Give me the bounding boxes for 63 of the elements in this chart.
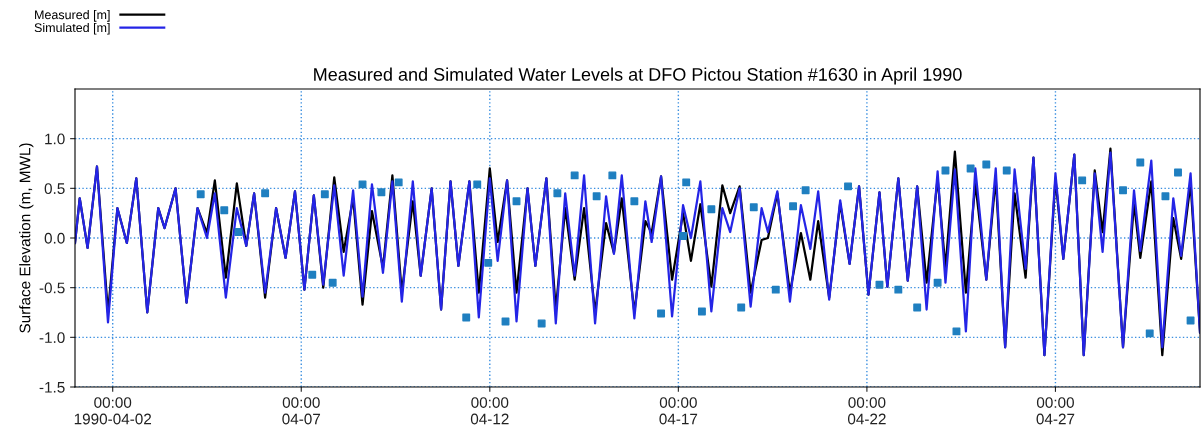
point <box>844 182 852 191</box>
y-tick-label: -1.0 <box>39 332 65 344</box>
x-tick-label: 00:00 04-17 <box>659 397 698 425</box>
x-tick-label: 00:00 04-27 <box>1036 397 1075 425</box>
point <box>679 232 688 240</box>
point <box>308 270 317 279</box>
point <box>592 192 601 201</box>
y-tick-label: 1.0 <box>45 133 65 145</box>
point <box>1078 176 1087 185</box>
point <box>196 190 205 199</box>
point <box>1161 192 1170 201</box>
point <box>328 278 337 287</box>
point <box>512 197 521 206</box>
point <box>789 202 798 211</box>
point <box>537 319 546 328</box>
legend-label: Measured [m] <box>35 10 110 22</box>
y-tick-label: 0.0 <box>44 232 65 244</box>
point <box>358 180 367 189</box>
point <box>982 160 991 169</box>
point <box>630 197 639 206</box>
point <box>933 278 942 287</box>
point <box>894 285 903 294</box>
y-axis-title: Surface Elevation (m, MWL) <box>19 143 34 333</box>
y-tick-label: -1.5 <box>39 382 65 393</box>
point <box>1136 158 1145 167</box>
point <box>320 190 329 199</box>
point <box>657 309 666 318</box>
point <box>608 171 617 180</box>
point <box>737 303 746 312</box>
x-tick-label: 00:00 1990-04-02 <box>74 397 152 425</box>
y-tick-label: 0.5 <box>44 183 65 195</box>
point <box>1145 329 1154 338</box>
point <box>875 280 884 289</box>
point <box>707 205 716 214</box>
point <box>1119 186 1127 195</box>
point <box>1186 316 1195 325</box>
legend-label: Simulated [m] <box>34 22 110 35</box>
point <box>801 186 810 195</box>
x-tick-label: 00:00 04-22 <box>847 397 886 425</box>
point <box>234 228 243 236</box>
point <box>501 317 510 326</box>
point <box>553 189 562 198</box>
point <box>377 188 386 197</box>
point <box>484 258 493 267</box>
point <box>913 303 922 312</box>
point <box>570 171 579 180</box>
point <box>394 178 403 187</box>
point <box>1002 166 1011 175</box>
y-tick-label: -0.5 <box>39 282 65 294</box>
point <box>771 285 780 294</box>
chart-title: Measured and Simulated Water Levels at DFO Pictou Station #1630 in April 1990 <box>314 67 962 85</box>
x-tick-label: 00:00 04-12 <box>470 397 509 425</box>
point <box>261 189 270 198</box>
point <box>220 206 229 215</box>
point <box>682 178 691 187</box>
point <box>473 180 482 189</box>
point <box>952 327 961 336</box>
x-tick-label: 00:00 04-07 <box>282 397 321 425</box>
point <box>462 313 471 322</box>
point <box>966 164 975 173</box>
point <box>1174 168 1182 177</box>
point <box>749 203 758 212</box>
point <box>697 307 706 316</box>
